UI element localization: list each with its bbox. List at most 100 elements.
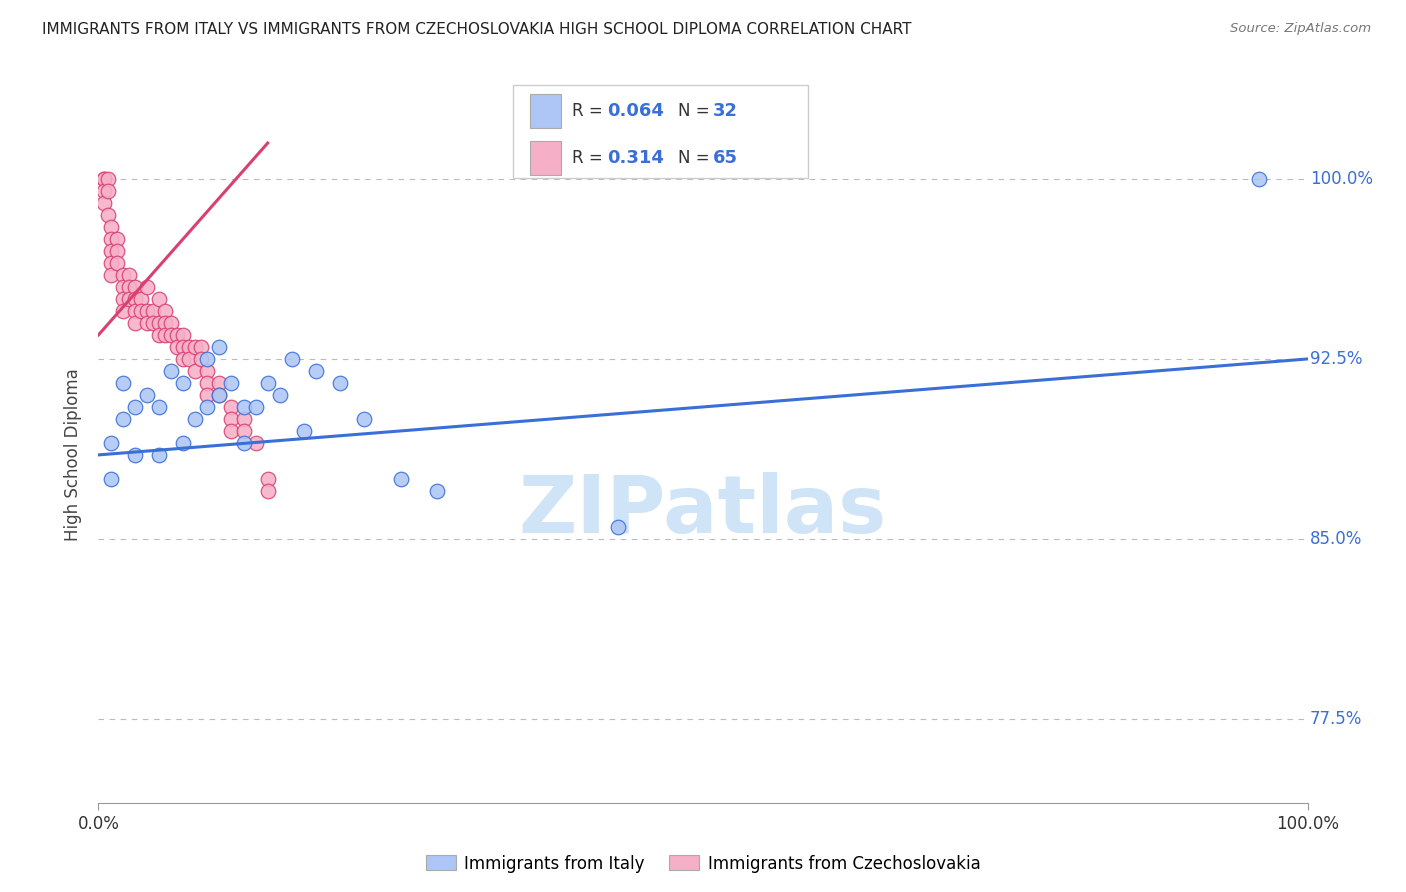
Point bbox=[135, 280, 157, 294]
Text: 65: 65 bbox=[713, 149, 738, 167]
Point bbox=[190, 340, 212, 354]
Point bbox=[124, 292, 146, 306]
Point bbox=[208, 340, 231, 354]
Point bbox=[172, 328, 194, 343]
Point bbox=[124, 400, 146, 414]
Point bbox=[184, 340, 207, 354]
Point bbox=[166, 340, 188, 354]
Point bbox=[256, 376, 278, 390]
Point bbox=[129, 292, 152, 306]
Text: 0.314: 0.314 bbox=[607, 149, 664, 167]
Point bbox=[100, 268, 122, 282]
Text: R =: R = bbox=[572, 102, 609, 120]
Text: 92.5%: 92.5% bbox=[1310, 350, 1362, 368]
Text: R =: R = bbox=[572, 149, 609, 167]
Point bbox=[353, 412, 375, 426]
Point bbox=[195, 400, 218, 414]
Point bbox=[195, 364, 218, 378]
Point bbox=[208, 376, 231, 390]
Point bbox=[256, 472, 278, 486]
Point bbox=[135, 388, 157, 402]
Point bbox=[426, 483, 449, 498]
Point bbox=[256, 483, 278, 498]
Point bbox=[111, 376, 134, 390]
Point bbox=[160, 316, 183, 330]
Point bbox=[148, 292, 170, 306]
Point bbox=[195, 388, 218, 402]
Point bbox=[232, 412, 254, 426]
Point bbox=[105, 256, 128, 270]
Text: 32: 32 bbox=[713, 102, 738, 120]
Point bbox=[111, 412, 134, 426]
Point bbox=[148, 400, 170, 414]
Point bbox=[389, 472, 412, 486]
Point bbox=[105, 232, 128, 246]
Point bbox=[172, 340, 194, 354]
Point bbox=[135, 304, 157, 318]
Point bbox=[221, 412, 243, 426]
Point bbox=[105, 244, 128, 258]
Point bbox=[142, 316, 165, 330]
Point bbox=[97, 208, 120, 222]
Point bbox=[111, 292, 134, 306]
Point bbox=[124, 280, 146, 294]
Point bbox=[190, 351, 212, 366]
Point bbox=[135, 316, 157, 330]
Point bbox=[124, 304, 146, 318]
Point bbox=[124, 316, 146, 330]
Point bbox=[111, 304, 134, 318]
Text: N =: N = bbox=[678, 149, 714, 167]
Point bbox=[177, 340, 201, 354]
Text: Source: ZipAtlas.com: Source: ZipAtlas.com bbox=[1230, 22, 1371, 36]
Point bbox=[195, 351, 218, 366]
Point bbox=[184, 364, 207, 378]
Point bbox=[153, 304, 176, 318]
Text: 0.064: 0.064 bbox=[607, 102, 664, 120]
Point bbox=[118, 268, 141, 282]
Point bbox=[195, 376, 218, 390]
Point bbox=[269, 388, 291, 402]
Point bbox=[166, 328, 188, 343]
Point bbox=[97, 184, 120, 198]
Point bbox=[607, 520, 630, 534]
Point bbox=[177, 351, 201, 366]
Text: IMMIGRANTS FROM ITALY VS IMMIGRANTS FROM CZECHOSLOVAKIA HIGH SCHOOL DIPLOMA CORR: IMMIGRANTS FROM ITALY VS IMMIGRANTS FROM… bbox=[42, 22, 911, 37]
Point bbox=[142, 304, 165, 318]
Point bbox=[111, 268, 134, 282]
Point bbox=[111, 280, 134, 294]
Point bbox=[153, 328, 176, 343]
Text: 85.0%: 85.0% bbox=[1310, 530, 1362, 548]
Point bbox=[97, 172, 120, 186]
Point bbox=[208, 388, 231, 402]
Point bbox=[232, 436, 254, 450]
Point bbox=[93, 172, 115, 186]
Point bbox=[245, 436, 267, 450]
Legend: Immigrants from Italy, Immigrants from Czechoslovakia: Immigrants from Italy, Immigrants from C… bbox=[419, 848, 987, 880]
Text: 100.0%: 100.0% bbox=[1310, 170, 1374, 188]
Point bbox=[100, 436, 122, 450]
Point bbox=[148, 328, 170, 343]
Point bbox=[172, 376, 194, 390]
Point bbox=[281, 351, 304, 366]
Text: 77.5%: 77.5% bbox=[1310, 710, 1362, 728]
Point bbox=[184, 412, 207, 426]
Point bbox=[160, 328, 183, 343]
Point bbox=[100, 256, 122, 270]
Point bbox=[232, 424, 254, 438]
Point bbox=[100, 219, 122, 234]
Point bbox=[245, 400, 267, 414]
Point bbox=[305, 364, 328, 378]
Point bbox=[1249, 172, 1271, 186]
Point bbox=[100, 244, 122, 258]
Point bbox=[221, 376, 243, 390]
Point bbox=[93, 196, 115, 211]
Point bbox=[160, 364, 183, 378]
Text: ZIPatlas: ZIPatlas bbox=[519, 472, 887, 549]
Point bbox=[118, 292, 141, 306]
Point bbox=[100, 472, 122, 486]
Point bbox=[148, 316, 170, 330]
Text: N =: N = bbox=[678, 102, 714, 120]
Point bbox=[118, 280, 141, 294]
Y-axis label: High School Diploma: High School Diploma bbox=[65, 368, 83, 541]
Point bbox=[100, 232, 122, 246]
